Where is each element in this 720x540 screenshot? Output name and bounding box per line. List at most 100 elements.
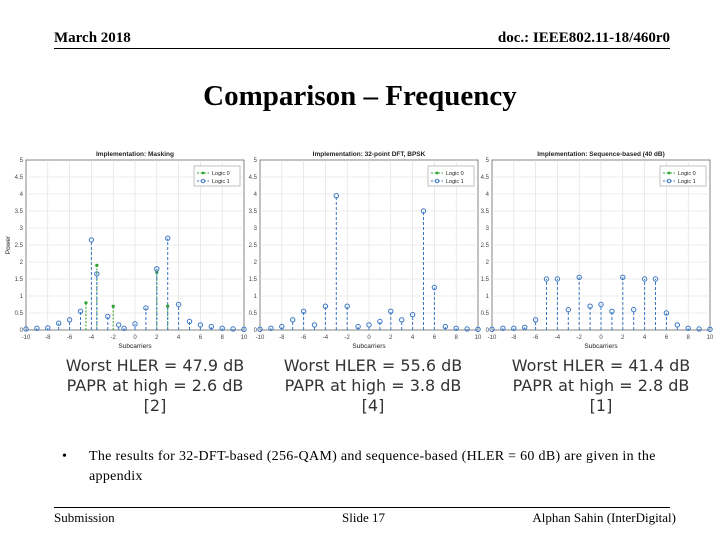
x-tick-label: 8 xyxy=(455,335,459,341)
footer-slide-number: Slide 17 xyxy=(342,510,385,525)
x-tick-label: 2 xyxy=(389,335,393,341)
data-point-logic0 xyxy=(95,263,99,267)
data-point-logic1 xyxy=(279,323,285,330)
data-point-logic1 xyxy=(620,274,626,281)
x-tick-label: -6 xyxy=(301,335,307,341)
data-point-logic1 xyxy=(77,308,84,315)
y-tick-label: 0.5 xyxy=(481,311,490,317)
y-tick-label: 4.5 xyxy=(481,175,490,181)
data-point-logic1 xyxy=(132,321,138,327)
data-point-logic1 xyxy=(532,317,539,323)
y-tick-label: 2.5 xyxy=(249,243,258,249)
x-tick-label: -6 xyxy=(533,335,539,341)
chart-dft: 0 0.5 1 1.5 2 2.5 3 3.5 4 4.5 5 -10 -8 -6 -4 -2 0 2 4 6 8 10 I… xyxy=(238,146,486,354)
y-tick-label: 1 xyxy=(486,294,490,300)
x-tick-label: 4 xyxy=(643,335,647,341)
y-tick-label: 3 xyxy=(254,226,258,232)
data-point-logic1 xyxy=(333,193,340,199)
data-point-logic1 xyxy=(105,313,111,320)
data-point-logic1 xyxy=(489,326,495,333)
caption-ref: [1] xyxy=(589,396,613,415)
x-tick-label: 6 xyxy=(433,335,437,341)
caption-papr: PAPR at high = 2.8 dB xyxy=(512,376,690,395)
data-point-logic1 xyxy=(543,276,550,282)
y-tick-label: 3.5 xyxy=(249,209,258,215)
x-tick-label: -8 xyxy=(45,335,51,341)
y-tick-label: 2 xyxy=(486,260,490,266)
data-point-logic1 xyxy=(45,325,51,331)
y-tick-label: 0 xyxy=(486,328,490,334)
y-tick-label: 3.5 xyxy=(15,209,24,215)
data-point-logic1 xyxy=(175,301,182,308)
data-point-logic1 xyxy=(23,326,29,332)
y-tick-label: 1.5 xyxy=(481,277,490,283)
caption-papr: PAPR at high = 3.8 dB xyxy=(284,376,462,395)
data-point-logic1 xyxy=(609,308,615,315)
x-tick-label: 4 xyxy=(411,335,415,341)
x-tick-label: -4 xyxy=(555,335,561,341)
legend-label: Logic 0 xyxy=(446,171,464,177)
x-tick-label: -2 xyxy=(345,335,351,341)
x-tick-label: 10 xyxy=(475,335,482,341)
data-point-logic1 xyxy=(257,326,263,333)
chart-title: Implementation: Sequence-based (40 dB) xyxy=(537,151,665,158)
x-tick-label: 0 xyxy=(599,335,603,341)
caption-sequence: Worst HLER = 41.4 dB PAPR at high = 2.8 … xyxy=(486,356,716,416)
header-divider xyxy=(54,48,670,49)
data-point-logic1 xyxy=(641,276,648,282)
chart-masking-svg: 0 0.5 1 1.5 2 2.5 3 3.5 4 4.5 5 -10 -8 -6 -4 -2 0 2 4 6 8 10 I… xyxy=(5,151,248,350)
y-tick-label: 4.5 xyxy=(249,175,258,181)
x-tick-label: -10 xyxy=(488,335,497,341)
data-point-logic1 xyxy=(409,312,416,318)
data-point-logic1 xyxy=(707,326,713,333)
data-point-logic1 xyxy=(652,276,659,282)
data-point-logic1 xyxy=(344,303,350,309)
caption-hler: Worst HLER = 55.6 dB xyxy=(283,356,463,375)
caption-hler: Worst HLER = 41.4 dB xyxy=(511,356,691,375)
x-tick-label: 6 xyxy=(199,335,203,341)
x-tick-label: -8 xyxy=(511,335,517,341)
chart-sequence-svg: 0 0.5 1 1.5 2 2.5 3 3.5 4 4.5 5 -10 -8 -6 -4 -2 0 2 4 6 8 10 I… xyxy=(481,151,714,350)
y-tick-label: 3 xyxy=(486,226,490,232)
legend-label: Logic 0 xyxy=(212,171,230,177)
data-point-logic1 xyxy=(431,284,438,291)
data-point-logic1 xyxy=(475,326,481,333)
y-tick-label: 1.5 xyxy=(249,277,258,283)
data-point-logic0 xyxy=(84,301,88,305)
y-tick-label: 2 xyxy=(20,260,24,266)
data-point-logic1 xyxy=(420,208,427,214)
data-point-logic1 xyxy=(500,325,506,332)
chart-masking: 0 0.5 1 1.5 2 2.5 3 3.5 4 4.5 5 -10 -8 -6 -4 -2 0 2 4 6 8 10 I… xyxy=(4,146,252,354)
data-point-logic1 xyxy=(268,325,274,332)
data-point-logic1 xyxy=(576,274,582,281)
data-point-logic1 xyxy=(453,325,459,332)
data-point-logic1 xyxy=(34,325,40,332)
x-tick-label: -10 xyxy=(256,335,265,341)
x-tick-label: -4 xyxy=(89,335,95,341)
caption-ref: [2] xyxy=(143,396,167,415)
y-tick-label: 5 xyxy=(486,158,490,164)
legend-label: Logic 0 xyxy=(678,171,696,177)
data-point-logic1 xyxy=(143,305,149,311)
data-point-logic1 xyxy=(399,317,405,323)
data-point-logic1 xyxy=(121,325,127,332)
x-tick-label: 2 xyxy=(155,335,159,341)
x-tick-label: -8 xyxy=(279,335,285,341)
y-tick-label: 3.5 xyxy=(481,209,490,215)
data-point-logic1 xyxy=(197,322,204,328)
legend-marker xyxy=(434,178,440,184)
data-point-logic1 xyxy=(322,303,329,309)
y-tick-label: 4 xyxy=(254,192,258,198)
x-tick-label: 2 xyxy=(621,335,625,341)
x-axis-label: Subcarriers xyxy=(118,343,152,350)
data-point-logic0 xyxy=(111,304,115,308)
data-point-logic1 xyxy=(565,306,572,313)
caption-dft: Worst HLER = 55.6 dB PAPR at high = 3.8 … xyxy=(258,356,488,416)
data-point-logic1 xyxy=(464,326,470,332)
x-tick-label: 4 xyxy=(177,335,181,341)
data-point-logic1 xyxy=(631,306,637,313)
data-point-logic1 xyxy=(219,325,225,332)
y-tick-label: 0.5 xyxy=(15,311,24,317)
data-point-logic1 xyxy=(442,323,449,330)
caption-ref: [4] xyxy=(361,396,385,415)
